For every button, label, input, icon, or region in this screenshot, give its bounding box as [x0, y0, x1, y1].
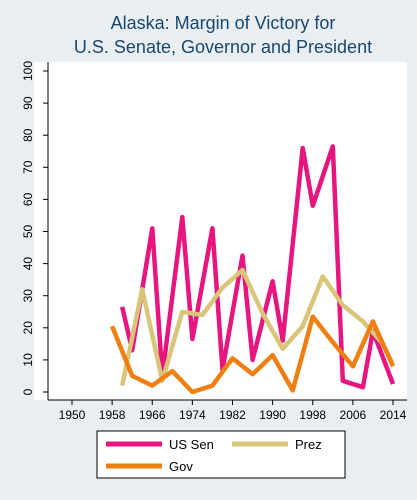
chart-title-line-1: Alaska: Margin of Victory for	[111, 13, 336, 33]
y-tick-label: 20	[21, 321, 35, 335]
legend-box	[96, 430, 346, 479]
y-tick-label: 10	[21, 353, 35, 367]
series-line-prez	[119, 267, 396, 387]
x-tick-label: 1958	[99, 408, 126, 422]
legend-label-gov: Gov	[169, 459, 193, 474]
x-tick-label: 2014	[380, 408, 407, 422]
y-tick-label: 50	[21, 225, 35, 239]
x-tick-label: 1990	[259, 408, 286, 422]
x-tick-label: 1974	[179, 408, 206, 422]
y-tick-label: 90	[21, 96, 35, 110]
chart-title-line-2: U.S. Senate, Governor and President	[74, 37, 372, 57]
y-tick-label: 80	[21, 128, 35, 142]
series-lines	[110, 144, 396, 395]
legend-label-us-sen: US Sen	[169, 437, 214, 452]
legend-label-prez: Prez	[295, 437, 322, 452]
y-tick-label: 60	[21, 192, 35, 206]
y-tick-label: 40	[21, 257, 35, 271]
legend: US Sen Prez Gov	[96, 430, 346, 479]
y-tick-label: 0	[21, 388, 35, 395]
x-tick-label: 1966	[139, 408, 166, 422]
x-tick-label: 1998	[299, 408, 326, 422]
x-tick-label: 2006	[340, 408, 367, 422]
y-tick-label: 100	[21, 61, 35, 81]
x-tick-label: 1982	[219, 408, 246, 422]
axes: 0 10 20 30 40 50 60 70 80 90 100 1950 1958 1966 1974 19…	[21, 61, 407, 422]
series-line-gov	[110, 314, 396, 395]
x-tick-label: 1950	[59, 408, 86, 422]
y-tick-label: 30	[21, 289, 35, 303]
y-tick-label: 70	[21, 160, 35, 174]
